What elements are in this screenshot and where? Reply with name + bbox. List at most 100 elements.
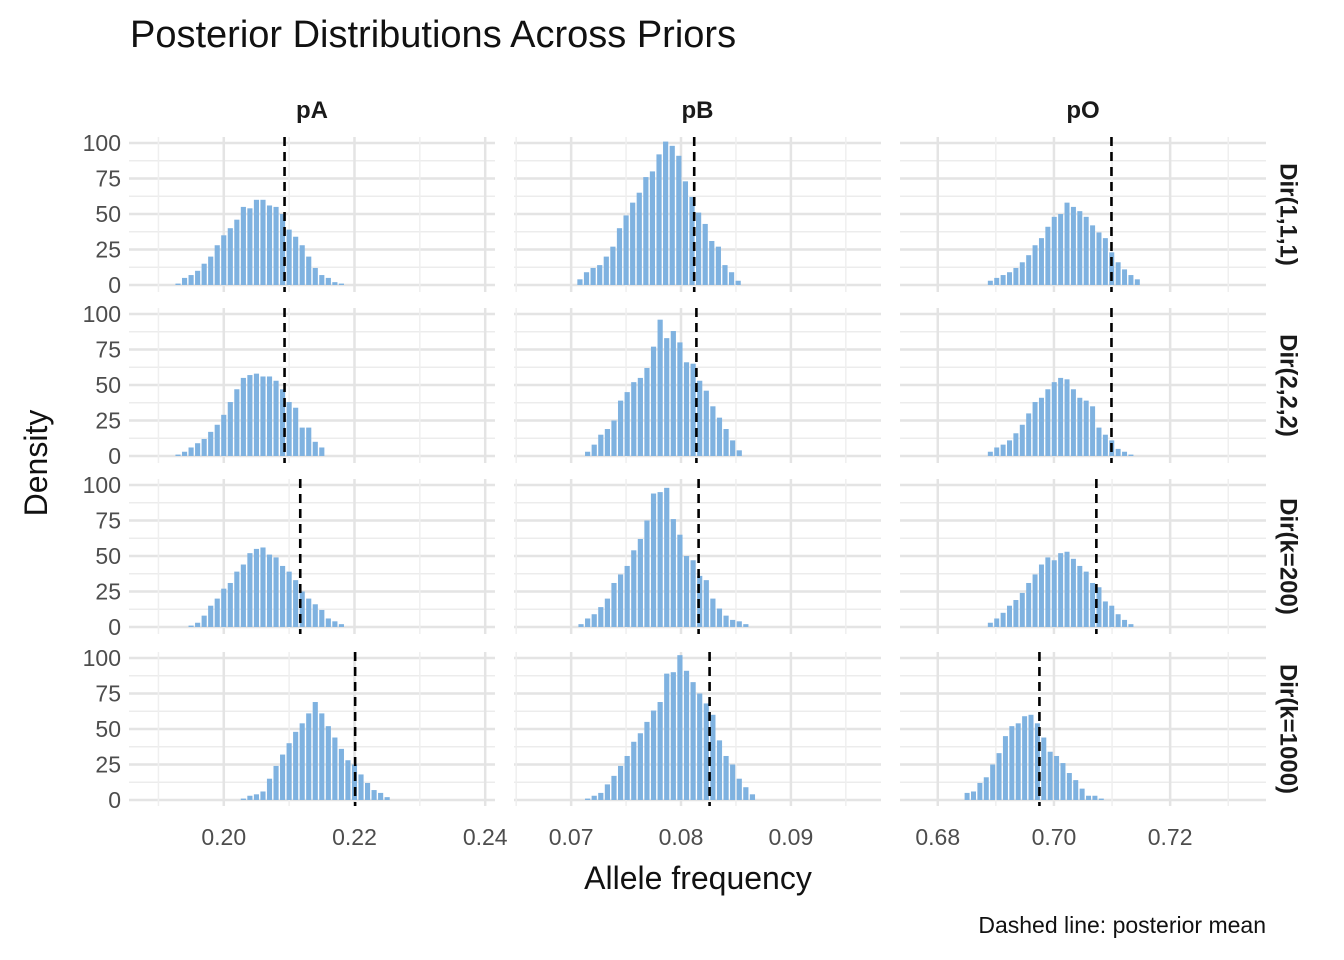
histogram-bar [240,206,246,285]
y-tick-label: 50 [95,543,121,569]
histogram-bar [378,792,384,800]
histogram-bar [603,256,609,285]
histogram-bar [1077,565,1083,627]
histogram-bar [664,673,670,800]
histogram-bar [1070,389,1076,456]
histogram-bar [1026,255,1032,285]
x-tick-label: 0.09 [769,824,814,850]
y-tick-label: 100 [83,472,121,498]
histogram-bar [663,141,669,285]
histogram-bar [201,615,207,627]
histogram-bar [1026,582,1032,627]
histogram-bar [677,342,683,456]
histogram-bar [697,693,703,800]
y-tick-label: 75 [95,337,121,363]
histogram-bar [1038,238,1044,285]
histogram-bar [611,775,617,800]
histogram-bar [208,256,214,285]
histogram-bar [1013,267,1019,285]
histogram-bar [1007,272,1013,285]
histogram-bar [1098,798,1104,800]
histogram-bar [234,389,240,456]
histogram-bar [585,798,591,800]
histogram-bar [1064,551,1070,627]
histogram-bar [617,765,624,800]
x-tick-label: 0.70 [1032,824,1077,850]
histogram-bar [676,155,682,285]
histogram-bar [351,764,358,800]
histogram-bar [1122,269,1128,285]
histogram-bar [1051,216,1057,285]
y-tick-label: 25 [95,408,121,434]
histogram-bar [286,743,292,800]
y-axis-title: Density [18,410,54,517]
histogram-bar [1109,252,1115,285]
histogram-bar [253,373,260,456]
histogram-bar [987,622,993,627]
histogram-bar [325,726,331,800]
histogram-bar [1038,564,1044,627]
histogram-bar [273,380,279,456]
histogram-bar [703,390,709,456]
histogram-bar [683,556,690,627]
histogram-bar [703,703,709,800]
histogram-bar [306,598,312,627]
histogram-bar [598,607,604,627]
histogram-bar [1079,788,1085,800]
histogram-bar [214,598,220,627]
y-tick-label: 75 [95,681,121,707]
histogram-bar [624,755,630,800]
histogram-bar [703,580,709,627]
y-tick-label: 0 [108,614,121,640]
histogram-bar [987,280,993,285]
x-tick-label: 0.24 [463,824,508,850]
histogram-bar [1019,262,1025,285]
histogram-bar [591,614,597,627]
histogram-bar [286,229,292,285]
histogram-bar [669,145,675,285]
histogram-bar [977,782,983,800]
facet-column-label: pO [1066,97,1099,124]
histogram-bar [716,608,723,627]
histogram-bar [221,588,227,627]
histogram-bar [312,441,318,456]
histogram-bar [736,450,742,456]
y-tick-label: 0 [108,272,121,298]
facet-row-label: Dir(k=200) [1275,498,1302,615]
x-axis-title: Allele frequency [584,860,812,896]
histogram-bar [736,621,742,627]
histogram-bar [195,443,201,456]
histogram-bar [312,267,318,285]
histogram-bar [636,192,642,285]
histogram-bar [306,427,312,456]
histogram-bar [234,571,240,627]
histogram-bar [1051,382,1057,456]
histogram-bar [657,319,663,456]
histogram-bar [1000,275,1006,285]
histogram-bar [293,731,299,800]
histogram-bar [338,283,344,285]
histogram-bar [994,447,1000,456]
histogram-bar [697,380,703,456]
histogram-bar [306,713,312,800]
histogram-bar [1058,214,1064,285]
histogram-bar [1019,592,1025,627]
histogram-bar [728,272,735,285]
histogram-bar [227,402,233,456]
histogram-bar [1058,553,1064,627]
x-tick-label: 0.72 [1148,824,1193,850]
histogram-bar [604,429,610,456]
histogram-bar [715,246,721,285]
histogram-bar [585,618,591,627]
histogram-bar [983,777,989,800]
y-tick-label: 50 [95,201,121,227]
histogram-bar [1090,225,1096,285]
y-tick-label: 25 [95,579,121,605]
histogram-bar [1086,795,1092,800]
histogram-bar [181,451,188,456]
histogram-bar [650,493,657,627]
histogram-bar [591,444,597,456]
chart-caption: Dashed line: posterior mean [978,912,1266,938]
histogram-bar [214,424,220,456]
histogram-bar [1026,413,1032,456]
